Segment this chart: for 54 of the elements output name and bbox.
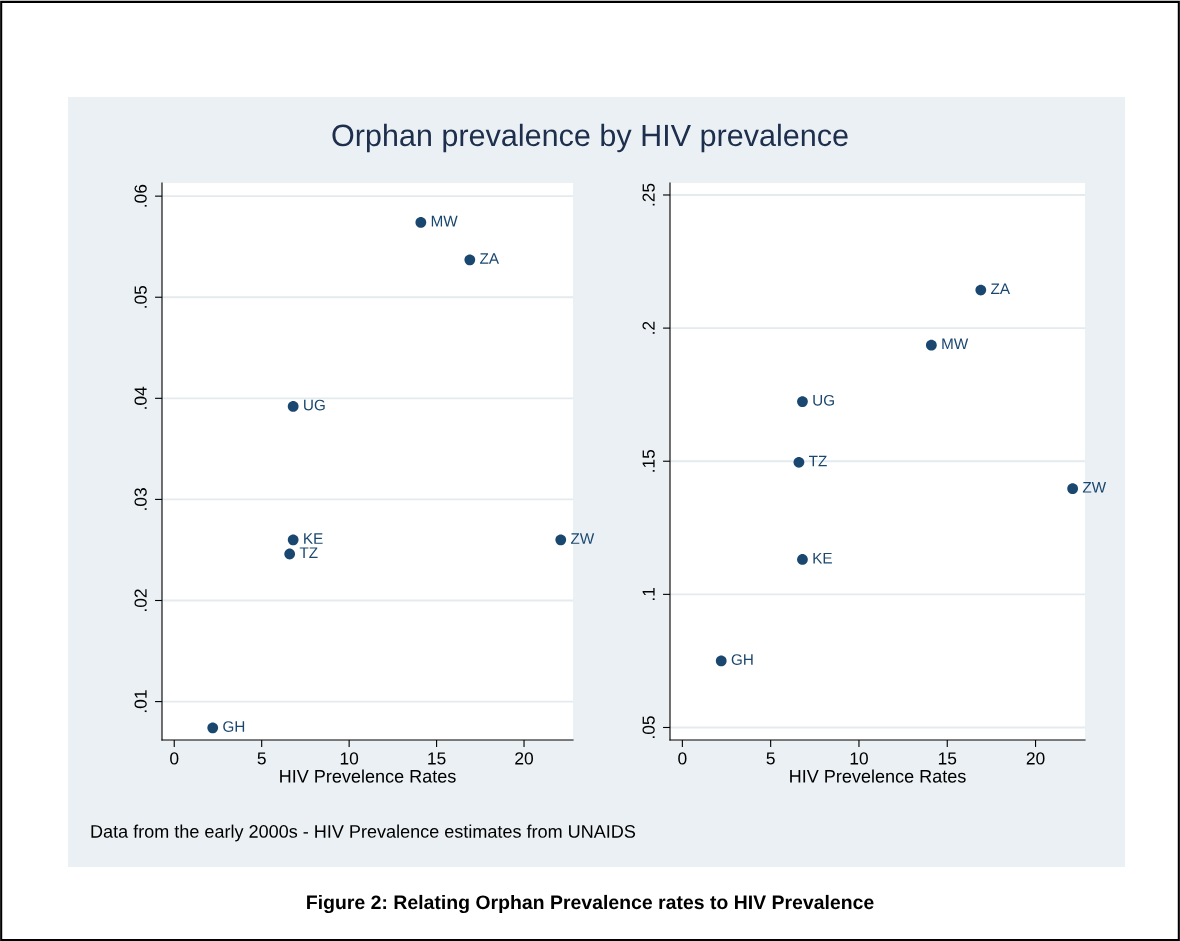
y-tick-label: .04 <box>134 386 147 409</box>
point <box>555 534 567 546</box>
x-tick-label: 10 <box>850 752 868 765</box>
y-tick-label: .05 <box>134 285 147 308</box>
annotation: GH <box>223 721 245 732</box>
annotation: ZW <box>1082 482 1107 493</box>
x-tick-label: 15 <box>938 752 957 765</box>
y-tick-label: .1 <box>642 587 655 601</box>
point <box>975 284 987 296</box>
point <box>284 548 296 560</box>
y-tick-label: .03 <box>134 488 147 510</box>
point <box>1067 483 1079 495</box>
x-axis-title: HIV Prevelence Rates <box>280 769 456 783</box>
point <box>287 534 299 546</box>
annotation: MW <box>431 215 458 227</box>
y-tick-label: .06 <box>134 184 147 207</box>
x-tick-label: 20 <box>515 752 534 765</box>
x-tick-label: 15 <box>428 752 446 765</box>
x-tick-label: 0 <box>678 752 687 765</box>
x-axis-title: HIV Prevelence Rates <box>790 769 966 783</box>
y-tick-label: .02 <box>134 589 147 611</box>
point <box>793 456 805 468</box>
x-tick-label: 20 <box>1026 752 1045 765</box>
x-tick-label: 5 <box>257 752 266 765</box>
x-tick-label: 0 <box>170 752 179 765</box>
annotation: GH <box>731 654 753 666</box>
annotation: UG <box>304 399 325 411</box>
point <box>925 339 937 351</box>
annotation: KE <box>813 552 832 564</box>
annotation: UG <box>813 394 834 406</box>
text: Data from the early 2000s - HIV Prevalence estimates from UNAIDS <box>91 824 636 842</box>
point <box>797 554 808 565</box>
point <box>207 722 219 734</box>
annotation: MW <box>942 338 969 350</box>
annotation: ZA <box>991 283 1011 294</box>
annotation: ZA <box>480 253 500 264</box>
caption: Figure 2: Relating Orphan Prevalence rates to HIV Prevalence <box>307 894 874 914</box>
x-tick-label: 5 <box>766 752 775 765</box>
y-tick-label: .01 <box>134 690 147 713</box>
point <box>464 254 476 266</box>
y-tick-label: .2 <box>642 321 655 334</box>
y-tick-label: .15 <box>642 449 655 472</box>
point <box>797 396 808 407</box>
point <box>415 217 427 228</box>
annotation: KE <box>304 533 323 544</box>
annotation: TZ <box>299 547 318 558</box>
chart-title: Orphan prevalence by HIV prevalence <box>332 123 848 153</box>
y-tick-label: .05 <box>642 716 655 738</box>
x-tick-label: 10 <box>340 752 359 765</box>
y-tick-label: .25 <box>642 183 655 206</box>
annotation: ZW <box>570 533 595 544</box>
annotation: TZ <box>808 455 827 467</box>
point <box>715 655 727 667</box>
point <box>287 401 299 412</box>
